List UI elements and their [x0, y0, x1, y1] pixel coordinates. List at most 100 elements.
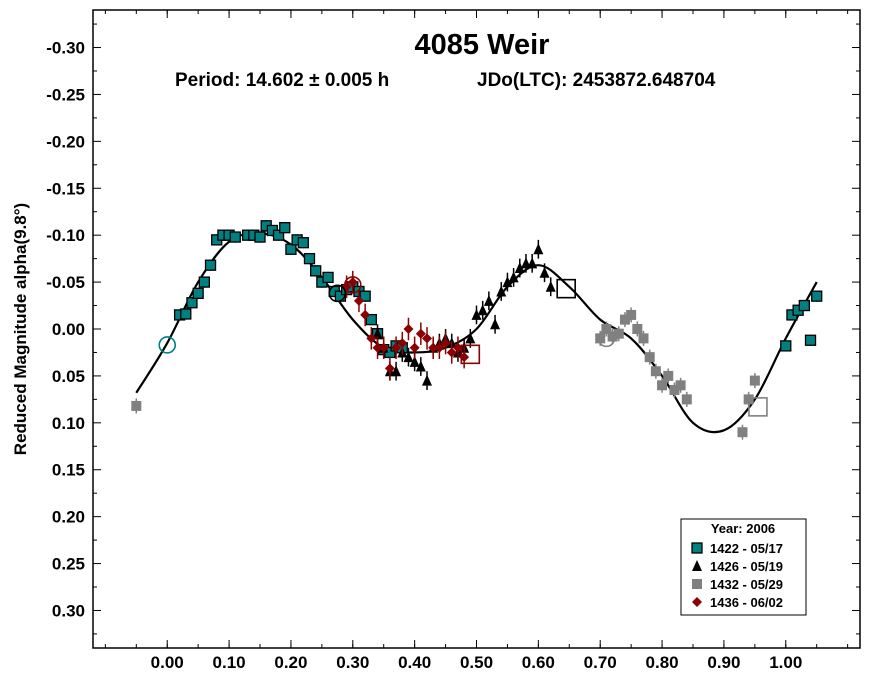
data-point: [415, 360, 426, 372]
y-tick-label: -0.20: [46, 132, 85, 151]
data-point: [372, 342, 383, 353]
data-point: [397, 338, 408, 349]
x-tick-label: 0.70: [584, 653, 617, 672]
y-tick-label: -0.15: [46, 179, 85, 198]
x-tick-label: 0.10: [213, 653, 246, 672]
data-point: [613, 328, 624, 339]
legend-label: 1436 - 06/02: [710, 595, 783, 610]
legend-marker: [692, 579, 702, 589]
data-point: [508, 271, 519, 283]
chart-subtitle-epoch: JDo(LTC): 2453872.648704: [477, 70, 716, 91]
session-end-square: [556, 278, 576, 299]
session-start-circle: [597, 329, 616, 348]
data-point: [384, 363, 395, 374]
data-point: [254, 231, 266, 243]
data-point: [229, 231, 241, 243]
data-point: [514, 262, 525, 274]
x-tick-label: 0.20: [274, 653, 307, 672]
x-tick-label: 0.80: [646, 653, 679, 672]
data-point: [409, 342, 420, 353]
legend-label: 1432 - 05/29: [710, 577, 783, 592]
x-tick-label: 0.60: [522, 653, 555, 672]
data-point: [607, 331, 618, 342]
x-tick-label: 0.00: [151, 653, 184, 672]
data-point: [415, 328, 426, 339]
y-tick-label: 0.20: [52, 508, 85, 527]
axis-ticks: 0.00 0.10 0.20 0.30 0.40 0.50 0.60 0.70 0.80 0.90…: [46, 10, 860, 672]
data-point: [539, 266, 550, 278]
data-point: [198, 276, 210, 288]
data-point: [632, 324, 643, 334]
session-start-circle: [328, 284, 347, 303]
data-point: [669, 384, 680, 395]
data-point: [446, 347, 457, 358]
data-point: [545, 280, 556, 292]
data-point: [359, 290, 371, 302]
data-point: [483, 294, 494, 306]
data-point: [780, 340, 792, 352]
session-end-square: [460, 344, 481, 365]
x-tick-label: 0.40: [398, 653, 431, 672]
data-point: [428, 342, 439, 353]
data-point: [804, 334, 817, 346]
data-point: [434, 342, 445, 353]
data-point: [204, 259, 217, 271]
data-point: [496, 285, 507, 297]
legend-box: [680, 518, 807, 616]
x-tick-label: 0.90: [707, 653, 740, 672]
legend-marker: [691, 542, 703, 554]
data-point: [180, 308, 192, 320]
data-point: [422, 333, 433, 344]
legend-marker: [692, 597, 702, 607]
data-point: [310, 265, 322, 277]
legend-label: 1426 - 05/19: [710, 559, 783, 574]
data-point: [477, 304, 488, 316]
data-point: [131, 400, 142, 411]
data-point: [366, 333, 377, 344]
x-tick-label: 0.30: [336, 653, 369, 672]
data-point: [303, 252, 316, 265]
session-start-circle: [158, 336, 177, 354]
data-point: [322, 271, 334, 284]
y-tick-label: 0.15: [52, 461, 85, 480]
data-point: [749, 375, 760, 386]
data-point: [490, 318, 501, 330]
data-point: [798, 299, 810, 312]
series-1436: [341, 270, 470, 380]
data-point: [527, 257, 538, 269]
data-point: [601, 324, 612, 334]
y-tick-label: -0.30: [46, 39, 85, 58]
session-start-circle: [343, 276, 362, 294]
y-axis-label: Reduced Magnitude alpha(9.8°): [11, 203, 30, 455]
y-tick-label: -0.25: [46, 85, 85, 104]
data-point: [675, 380, 686, 391]
chart-subtitle-period: Period: 14.602 ± 0.005 h: [175, 70, 389, 91]
data-point: [285, 243, 297, 255]
data-point: [626, 309, 637, 320]
data-point: [279, 222, 291, 234]
data-point: [619, 314, 630, 325]
data-point: [502, 276, 513, 288]
legend-entries: 1422 - 05/17 1426 - 05/19 1432 - 05/29 1436…: [691, 541, 783, 610]
data-point: [657, 380, 668, 391]
data-point: [644, 352, 655, 363]
y-tick-label: 0.30: [52, 601, 85, 620]
data-point: [595, 333, 606, 344]
data-point: [811, 290, 823, 302]
data-point: [737, 427, 748, 438]
data-point: [403, 351, 414, 363]
y-tick-label: -0.10: [46, 226, 85, 245]
data-point: [353, 295, 364, 306]
session-boundary-markers: [158, 276, 768, 417]
data-point: [272, 229, 285, 241]
data-point: [297, 237, 309, 249]
data-point: [365, 313, 377, 326]
data-point: [186, 297, 198, 309]
data-point: [422, 374, 433, 386]
data-point: [391, 342, 402, 353]
y-tick-label: 0.00: [52, 320, 85, 339]
data-point: [638, 333, 649, 344]
data-point: [465, 332, 476, 344]
data-point: [192, 287, 204, 299]
data-point: [440, 338, 451, 349]
